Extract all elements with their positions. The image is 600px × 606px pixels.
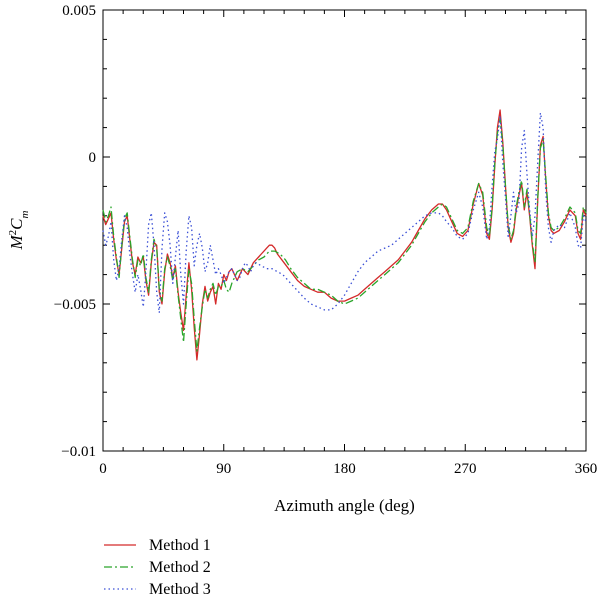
legend-label-method-3: Method 3 [149, 581, 211, 598]
x-tick-label: 0 [99, 461, 107, 477]
series-lines [102, 109, 587, 361]
axis-tick-labels: 0 90 180 270 360 −0.01 −0.005 0 0.005 [54, 3, 597, 477]
legend-label-method-1: Method 1 [149, 537, 211, 554]
y-tick-label: −0.01 [61, 444, 96, 460]
x-axis-title: Azimuth angle (deg) [274, 496, 415, 515]
x-tick-label: 180 [333, 461, 356, 477]
y-tick-label: 0 [89, 150, 97, 166]
y-axis-title-mid: C [7, 218, 26, 230]
series-line-method-2 [102, 118, 587, 352]
y-axis-title-sup: 2 [7, 230, 19, 236]
y-tick-label: 0.005 [62, 3, 96, 19]
legend-label-method-2: Method 2 [149, 559, 211, 576]
axis-ticks [102, 9, 587, 452]
x-tick-label: 90 [216, 461, 231, 477]
series-line-method-3 [102, 112, 587, 314]
y-tick-label: −0.005 [54, 297, 96, 313]
series-line-method-1 [102, 109, 587, 361]
x-tick-label: 270 [454, 461, 477, 477]
legend: Method 1 Method 2 Method 3 [104, 537, 211, 598]
y-axis-title-sub: m [19, 210, 31, 218]
x-tick-label: 360 [575, 461, 598, 477]
y-axis-title-base: M [7, 234, 26, 250]
y-axis-title: M2Cm [7, 210, 31, 250]
